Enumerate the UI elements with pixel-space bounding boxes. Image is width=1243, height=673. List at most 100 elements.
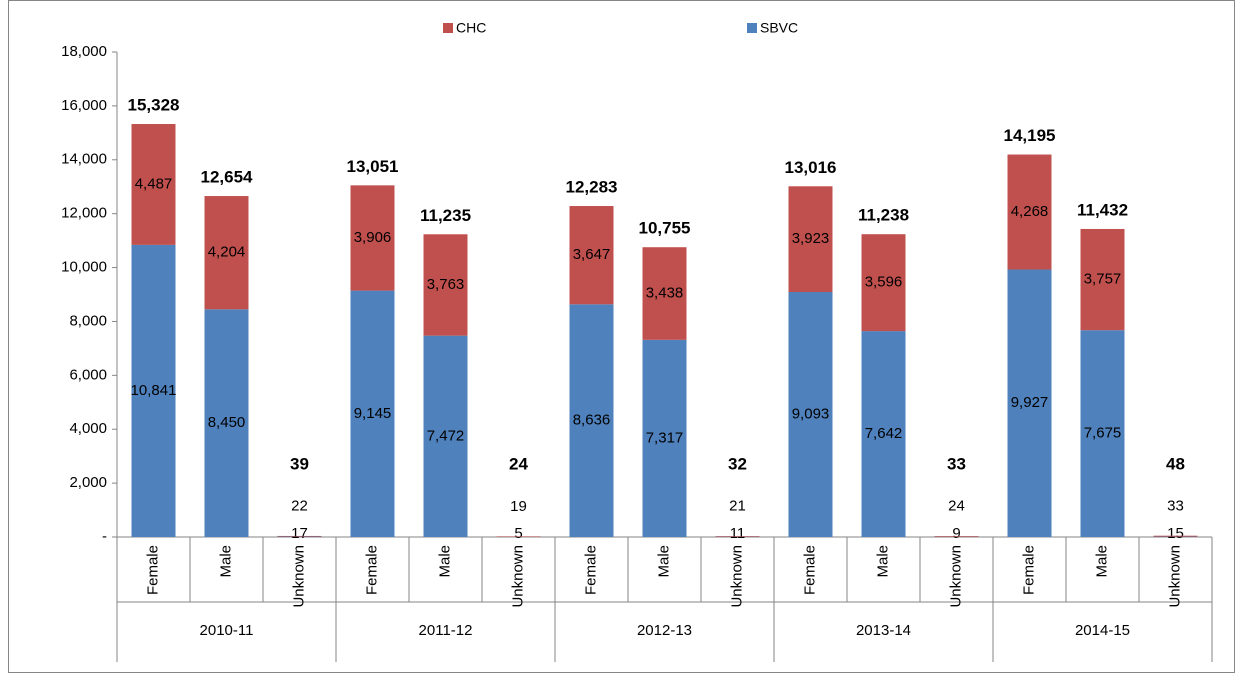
value-label: 3,438 (646, 284, 684, 301)
bar-segment (350, 290, 395, 537)
total-label: 15,328 (128, 95, 180, 114)
legend-label: SBVC (760, 20, 798, 36)
value-label: 7,317 (646, 429, 684, 446)
bar-segment (204, 196, 249, 310)
y-tick-label: 16,000 (61, 97, 107, 114)
bar-segment (423, 234, 468, 336)
value-label: 4,204 (208, 244, 246, 261)
bar-segment (788, 186, 833, 292)
value-label: 9,145 (354, 405, 392, 422)
x-tick-label: Unknown (290, 545, 307, 608)
y-tick-label: 4,000 (69, 420, 107, 437)
bar-segment (934, 536, 979, 537)
y-tick-label: 6,000 (69, 366, 107, 383)
group-label: 2010-11 (200, 622, 254, 639)
group-label: 2011-12 (419, 622, 473, 639)
x-tick-label: Male (436, 545, 453, 578)
y-tick-label: 14,000 (61, 151, 107, 168)
total-label: 13,016 (785, 158, 837, 177)
x-tick-label: Female (582, 545, 599, 595)
value-label: 4,487 (135, 175, 173, 192)
total-label: 32 (728, 454, 747, 473)
total-label: 33 (947, 454, 966, 473)
x-tick-label: Male (874, 545, 891, 578)
legend-label: CHC (456, 20, 486, 36)
bar-segment (715, 536, 760, 537)
total-label: 24 (509, 454, 528, 473)
total-label: 39 (290, 454, 309, 473)
total-label: 12,654 (201, 168, 254, 187)
total-label: 13,051 (347, 157, 399, 176)
bar-segment (1007, 154, 1052, 270)
x-tick-label: Unknown (509, 545, 526, 608)
value-label: 8,636 (573, 412, 611, 429)
value-label: 19 (510, 498, 527, 515)
y-tick-label: 18,000 (61, 43, 107, 60)
legend-swatch (747, 23, 757, 33)
group-label: 2014-15 (1075, 622, 1130, 639)
value-label: 7,642 (865, 425, 903, 442)
x-tick-label: Unknown (1166, 545, 1183, 608)
bar-segment (277, 535, 322, 537)
x-tick-label: Female (801, 545, 818, 595)
y-tick-label: 8,000 (69, 312, 107, 329)
x-tick-label: Male (1093, 545, 1110, 578)
value-label: 8,450 (208, 414, 246, 431)
value-label: 10,841 (131, 382, 177, 399)
value-label: 24 (948, 498, 965, 515)
value-label: 4,268 (1011, 203, 1049, 220)
bar-segment (1080, 228, 1125, 331)
bar-segment (131, 244, 176, 538)
value-label: 3,596 (865, 274, 903, 291)
x-tick-label: Unknown (947, 545, 964, 608)
value-label: 33 (1167, 498, 1184, 515)
value-label: 3,763 (427, 276, 465, 293)
value-label: 3,757 (1084, 271, 1122, 288)
bar-segment (861, 234, 906, 332)
bar-segment (788, 291, 833, 537)
total-label: 10,755 (639, 219, 691, 238)
bar-segment (569, 304, 614, 537)
value-label: 7,675 (1084, 425, 1122, 442)
bar-segment (642, 339, 687, 537)
total-label: 11,235 (420, 206, 471, 225)
value-label: 3,647 (573, 246, 611, 263)
value-label: 9,927 (1011, 394, 1049, 411)
bar-segment (861, 331, 906, 537)
group-label: 2012-13 (637, 622, 692, 639)
value-label: 21 (729, 498, 746, 515)
value-label: 22 (291, 498, 308, 515)
y-tick-label: 10,000 (61, 259, 107, 276)
x-tick-label: Female (1020, 545, 1037, 595)
total-label: 11,238 (858, 206, 909, 225)
y-tick-label: 12,000 (61, 205, 107, 222)
bar-segment (569, 206, 614, 305)
bar-segment (1080, 330, 1125, 537)
value-label: 9,093 (792, 405, 830, 422)
legend-swatch (443, 23, 453, 33)
y-tick-label: 2,000 (69, 474, 107, 491)
bar-segment (1153, 535, 1198, 537)
x-tick-label: Male (217, 545, 234, 578)
value-label: 9 (952, 525, 960, 542)
bar-segment (131, 123, 176, 245)
bar-segment (642, 247, 687, 340)
total-label: 48 (1166, 454, 1185, 473)
bar-segment (204, 309, 249, 537)
bar-segment (350, 185, 395, 291)
total-label: 11,432 (1077, 200, 1128, 219)
total-label: 14,195 (1004, 126, 1056, 145)
x-tick-label: Female (363, 545, 380, 595)
value-label: 15 (1167, 525, 1184, 542)
group-label: 2013-14 (856, 622, 911, 639)
bar-segment (423, 335, 468, 537)
value-label: 5 (514, 525, 522, 542)
bar-segment (1007, 269, 1052, 537)
x-tick-label: Female (144, 545, 161, 595)
value-label: 3,906 (354, 229, 392, 246)
value-label: 3,923 (792, 230, 830, 247)
x-tick-label: Male (655, 545, 672, 578)
bar-segment (496, 536, 541, 537)
x-tick-label: Unknown (728, 545, 745, 608)
